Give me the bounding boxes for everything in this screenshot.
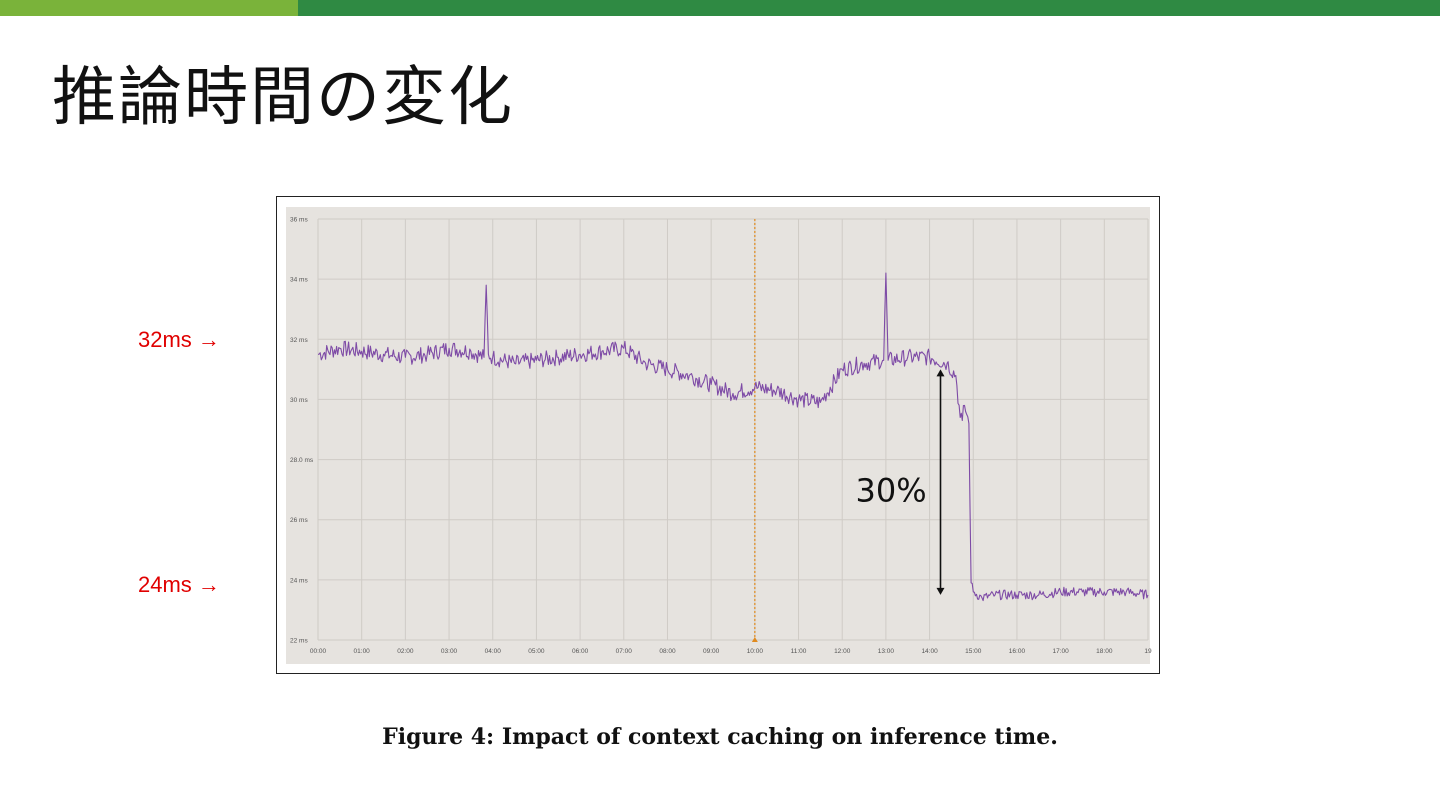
plot-background — [286, 207, 1150, 664]
x-tick-label: 14:00 — [921, 648, 938, 655]
side-label-32ms: 32ms → — [138, 327, 220, 352]
x-tick-label: 12:00 — [834, 648, 851, 655]
x-tick-label: 06:00 — [572, 648, 589, 655]
x-tick-label: 03:00 — [441, 648, 458, 655]
x-tick-label: 05:00 — [528, 648, 545, 655]
inference-time-chart: 22 ms 24 ms 26 ms 28.0 ms 30 ms 32 ms 34 ms 36 … — [286, 207, 1152, 664]
accent-bar-light — [0, 0, 298, 16]
y-tick-label: 28.0 ms — [290, 457, 314, 464]
x-tick-label: 09:00 — [703, 648, 720, 655]
chart-frame: 22 ms 24 ms 26 ms 28.0 ms 30 ms 32 ms 34 ms 36 … — [276, 196, 1160, 674]
x-tick-label: 04:00 — [485, 648, 502, 655]
y-tick-label: 36 ms — [290, 217, 308, 224]
y-tick-label: 26 ms — [290, 517, 308, 524]
annotation-label: 30% — [856, 472, 927, 510]
annotation-arrow-head-down — [936, 587, 945, 595]
accent-bar-dark — [298, 0, 1440, 16]
y-tick-label: 32 ms — [290, 337, 308, 344]
vertical-marker-tick — [751, 637, 758, 642]
slide-title: 推論時間の変化 — [52, 61, 514, 135]
x-tick-label: 11:00 — [791, 648, 807, 655]
x-tick-label: 13:00 — [878, 648, 895, 655]
top-accent-bar — [0, 0, 1440, 16]
x-tick-label: 01:00 — [354, 648, 371, 655]
side-label-24ms: 24ms → — [138, 572, 220, 597]
figure-caption: Figure 4: Impact of context caching on i… — [382, 724, 1058, 750]
x-tick-label: 10:00 — [747, 648, 764, 655]
series-line — [317, 272, 1149, 602]
x-tick-label: 15:00 — [965, 648, 982, 655]
annotation-arrow-head-up — [936, 369, 945, 377]
x-tick-label: 18:00 — [1096, 648, 1113, 655]
y-tick-label: 30 ms — [290, 397, 308, 404]
x-tick-label: 00:00 — [310, 648, 327, 655]
x-tick-label: 02:00 — [397, 648, 414, 655]
x-tick-label: 08:00 — [659, 648, 676, 655]
x-tick-label: 16:00 — [1009, 648, 1026, 655]
x-tick-label: 19 — [1144, 648, 1152, 655]
y-tick-label: 22 ms — [290, 638, 308, 645]
y-tick-label: 24 ms — [290, 577, 308, 584]
x-tick-label: 07:00 — [616, 648, 633, 655]
y-tick-label: 34 ms — [290, 277, 308, 284]
x-tick-label: 17:00 — [1052, 648, 1069, 655]
